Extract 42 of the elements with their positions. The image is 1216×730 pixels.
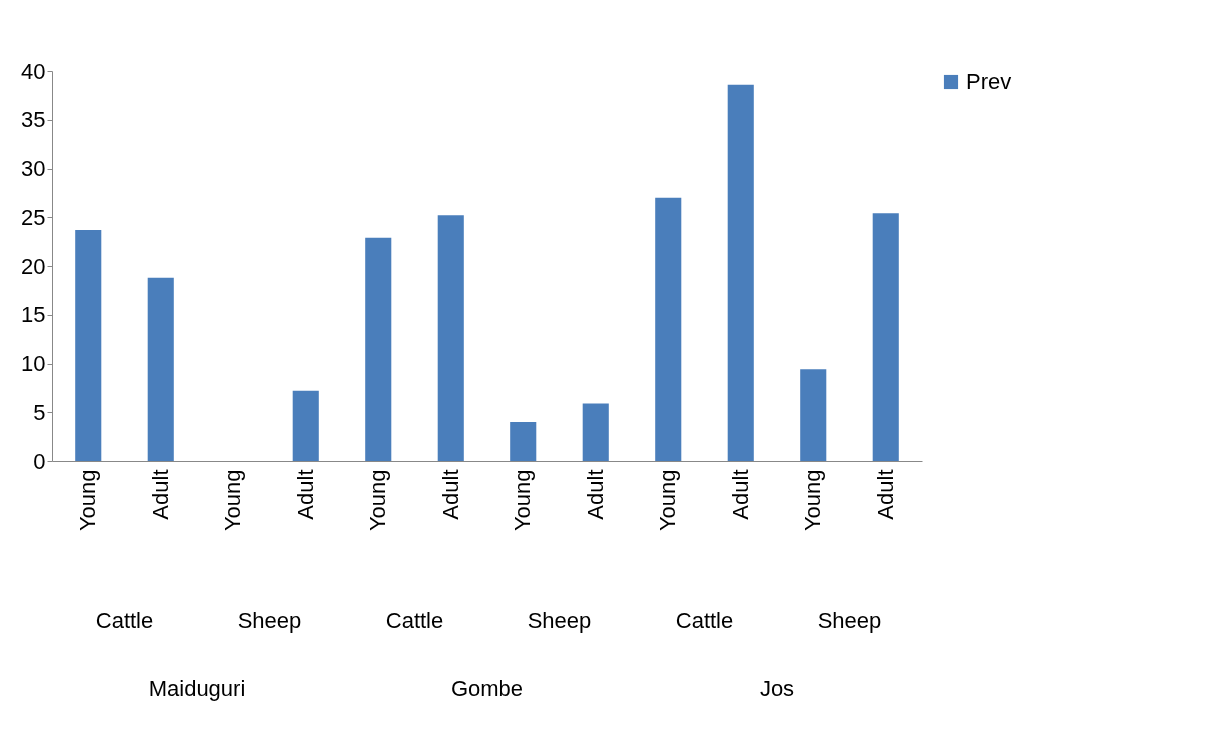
x-tick-label: Young	[75, 469, 101, 532]
text: Sheep	[817, 608, 882, 633]
x-tick-label: Adult	[437, 469, 463, 520]
text: Cattle	[385, 608, 444, 633]
text: Sheep	[527, 608, 592, 633]
x-tick-label: Adult	[727, 469, 753, 520]
legend-label: Prev	[966, 69, 1012, 94]
text: Jos	[759, 676, 795, 701]
bar	[582, 403, 609, 461]
x-tick-label: Adult	[292, 469, 318, 520]
y-tick-label: 40	[21, 58, 46, 84]
x-tick-label: Adult	[582, 469, 608, 520]
text: Cattle	[95, 608, 154, 633]
x-tick-label: Young	[800, 469, 826, 532]
x-tick-label: Young	[220, 469, 246, 532]
y-tick-label: 25	[21, 204, 46, 230]
x-tick-label: Young	[510, 469, 536, 532]
text: Gombe	[450, 676, 524, 701]
y-tick-label: 35	[21, 107, 46, 133]
y-tick-label: 10	[21, 351, 46, 376]
bar	[800, 369, 827, 461]
bar	[365, 237, 392, 461]
bar	[510, 422, 537, 461]
bar	[75, 229, 102, 461]
bar	[872, 213, 899, 461]
y-tick-label: 0	[33, 448, 46, 474]
bar	[727, 84, 754, 461]
text: Cattle	[675, 608, 734, 633]
y-tick-label: 5	[33, 399, 46, 425]
y-tick-label: 20	[21, 253, 46, 279]
text: Sheep	[237, 608, 302, 633]
x-tick-label: Young	[365, 469, 391, 532]
bar	[655, 197, 682, 461]
y-tick-label: 15	[21, 302, 46, 328]
y-tick-label: 30	[21, 156, 46, 181]
x-tick-label: Adult	[147, 469, 173, 520]
text: Maiduguri	[148, 676, 246, 701]
bar	[437, 215, 464, 461]
x-tick-label: Young	[655, 469, 681, 532]
bar	[147, 277, 174, 461]
bar	[292, 390, 319, 461]
x-tick-label: Adult	[872, 469, 898, 520]
